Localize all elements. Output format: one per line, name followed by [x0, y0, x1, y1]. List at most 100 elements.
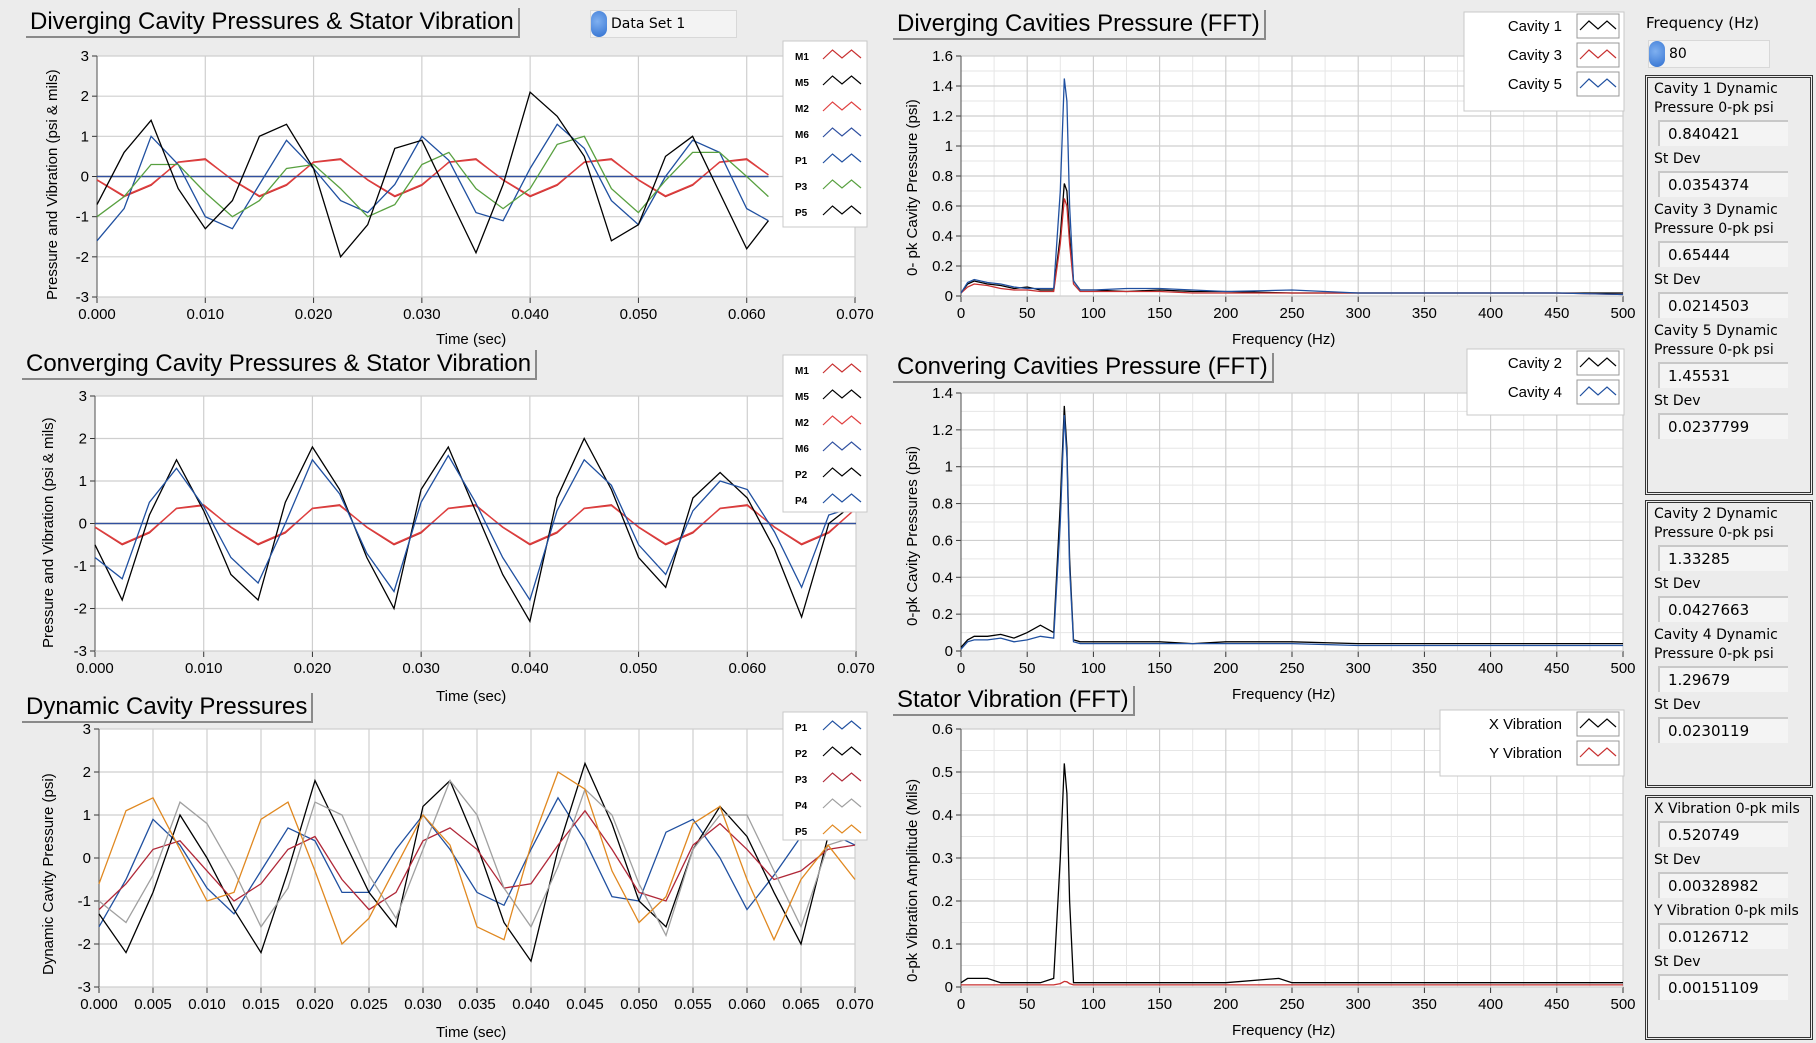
legend-label: Cavity 4: [1508, 384, 1562, 401]
legend-swatch-icon: [822, 441, 862, 452]
series-line-cavity-5: [960, 78, 1624, 296]
x-vibration-stdev: 0.00328982: [1658, 872, 1788, 898]
y-tick-label: 0: [945, 979, 953, 996]
x-tick-label: 100: [1081, 660, 1106, 677]
x-tick-label: 0.070: [836, 996, 874, 1013]
stdev-label: St Dev: [1654, 151, 1701, 167]
y-tick-label: -1: [78, 893, 91, 910]
cavity2-label: Cavity 2 Dynamic Pressure 0-pk psi: [1654, 506, 1778, 541]
y-tick-label: 0.6: [932, 532, 953, 549]
legend-label: M6: [795, 130, 809, 141]
legend-swatch-icon: [822, 415, 862, 426]
y-tick-label: 0.1: [932, 936, 953, 953]
y-tick-label: 1: [945, 459, 953, 476]
ring-increment-icon[interactable]: [591, 11, 607, 37]
legend-label: Y Vibration: [1489, 745, 1562, 762]
x-tick-label: 0.015: [242, 996, 280, 1013]
x-tick-label: 400: [1478, 996, 1503, 1013]
legend-swatch-icon: [822, 798, 862, 809]
legend: P1 P2 P3 P4 P5: [782, 711, 868, 841]
diverging-readouts: Cavity 1 Dynamic Pressure 0-pk psi 0.840…: [1645, 75, 1813, 495]
y-vibration-stdev: 0.00151109: [1658, 974, 1788, 1000]
legend-label: M2: [795, 418, 809, 429]
y-tick-label: 2: [81, 88, 89, 105]
legend-label: P3: [795, 775, 808, 786]
y-axis-title: 0-pk Vibration Amplitude (Mils): [904, 778, 921, 982]
x-tick-label: 0.000: [76, 660, 114, 677]
x-tick-label: 300: [1346, 305, 1371, 322]
converging-readouts: Cavity 2 Dynamic Pressure 0-pk psi 1.332…: [1645, 500, 1813, 788]
x-axis-title: Time (sec): [436, 331, 507, 348]
x-tick-label: 500: [1610, 660, 1635, 677]
x-tick-label: 200: [1213, 996, 1238, 1013]
x-tick-label: 0.030: [402, 660, 440, 677]
legend-swatch-icon: [822, 746, 862, 757]
cavity5-value: 1.45531: [1658, 362, 1788, 388]
y-tick-label: 0: [945, 288, 953, 305]
legend-swatch-icon: [822, 153, 862, 164]
x-tick-label: 0.025: [350, 996, 388, 1013]
legend-swatch-icon: [822, 363, 862, 374]
x-axis-title: Frequency (Hz): [1232, 1022, 1336, 1039]
legend-swatch-icon: [1579, 357, 1617, 368]
y-tick-label: 0: [81, 169, 89, 186]
cavity4-value: 1.29679: [1658, 666, 1788, 692]
y-tick-label: 0.4: [932, 228, 953, 245]
y-tick-label: 1.2: [932, 108, 953, 125]
x-tick-label: 0.020: [296, 996, 334, 1013]
legend-label: M1: [795, 366, 809, 377]
legend-swatch-icon: [1579, 718, 1617, 729]
y-tick-label: 0.6: [932, 721, 953, 738]
legend-label: P2: [795, 749, 808, 760]
chart-title-converging-fft: Convering Cavities Pressure (FFT): [893, 353, 1274, 383]
ring-increment-icon[interactable]: [1649, 41, 1665, 67]
legend-swatch-icon: [822, 467, 862, 478]
stdev-label: St Dev: [1654, 697, 1701, 713]
x-tick-label: 0.030: [404, 996, 442, 1013]
legend-label: P3: [795, 182, 808, 193]
y-axis-title: 0- pk Cavity Pressure (psi): [904, 99, 921, 276]
x-axis-title: Time (sec): [436, 1024, 507, 1041]
y-tick-label: 0.2: [932, 893, 953, 910]
y-tick-label: 2: [83, 764, 91, 781]
x-tick-label: 0.035: [458, 996, 496, 1013]
vibration-readouts: X Vibration 0-pk mils 0.520749 St Dev 0.…: [1645, 795, 1813, 1040]
x-tick-label: 0.065: [782, 996, 820, 1013]
y-tick-label: 1: [81, 128, 89, 145]
legend-swatch-icon: [1579, 20, 1617, 31]
x-tick-label: 0.060: [728, 996, 766, 1013]
x-tick-label: 0.040: [511, 306, 549, 323]
x-tick-label: 0.060: [728, 306, 766, 323]
x-tick-label: 0.020: [295, 306, 333, 323]
x-vibration-label: X Vibration 0-pk mils: [1654, 801, 1800, 817]
series-line-cavity-4: [960, 415, 1623, 650]
x-tick-label: 150: [1147, 660, 1172, 677]
x-tick-label: 100: [1081, 996, 1106, 1013]
cavity1-value: 0.840421: [1658, 120, 1788, 146]
y-axis-title: Pressure and Vibration (psi & mils): [40, 417, 57, 648]
data-set-selector[interactable]: Data Set 1: [590, 10, 737, 38]
frequency-control[interactable]: 80: [1648, 40, 1770, 68]
legend: X Vibration Y Vibration: [1439, 709, 1625, 777]
legend-swatch-icon: [822, 772, 862, 783]
stdev-label: St Dev: [1654, 576, 1701, 592]
x-tick-label: 50: [1019, 996, 1036, 1013]
series-line-p1: [98, 796, 856, 928]
y-tick-label: 1: [945, 138, 953, 155]
y-tick-label: 1.2: [932, 422, 953, 439]
legend-label: P4: [795, 496, 808, 507]
legend-label: M2: [795, 104, 809, 115]
x-tick-label: 250: [1279, 305, 1304, 322]
x-tick-label: 350: [1412, 305, 1437, 322]
legend-swatch-icon: [822, 49, 862, 60]
x-tick-label: 0.060: [729, 660, 767, 677]
x-tick-label: 450: [1544, 305, 1569, 322]
cavity2-value: 1.33285: [1658, 545, 1788, 571]
y-tick-label: -2: [76, 249, 89, 266]
legend-swatch-icon: [822, 101, 862, 112]
y-tick-label: 0.5: [932, 764, 953, 781]
x-tick-label: 300: [1346, 660, 1371, 677]
stdev-label: St Dev: [1654, 954, 1701, 970]
cavity2-stdev: 0.0427663: [1658, 596, 1788, 622]
